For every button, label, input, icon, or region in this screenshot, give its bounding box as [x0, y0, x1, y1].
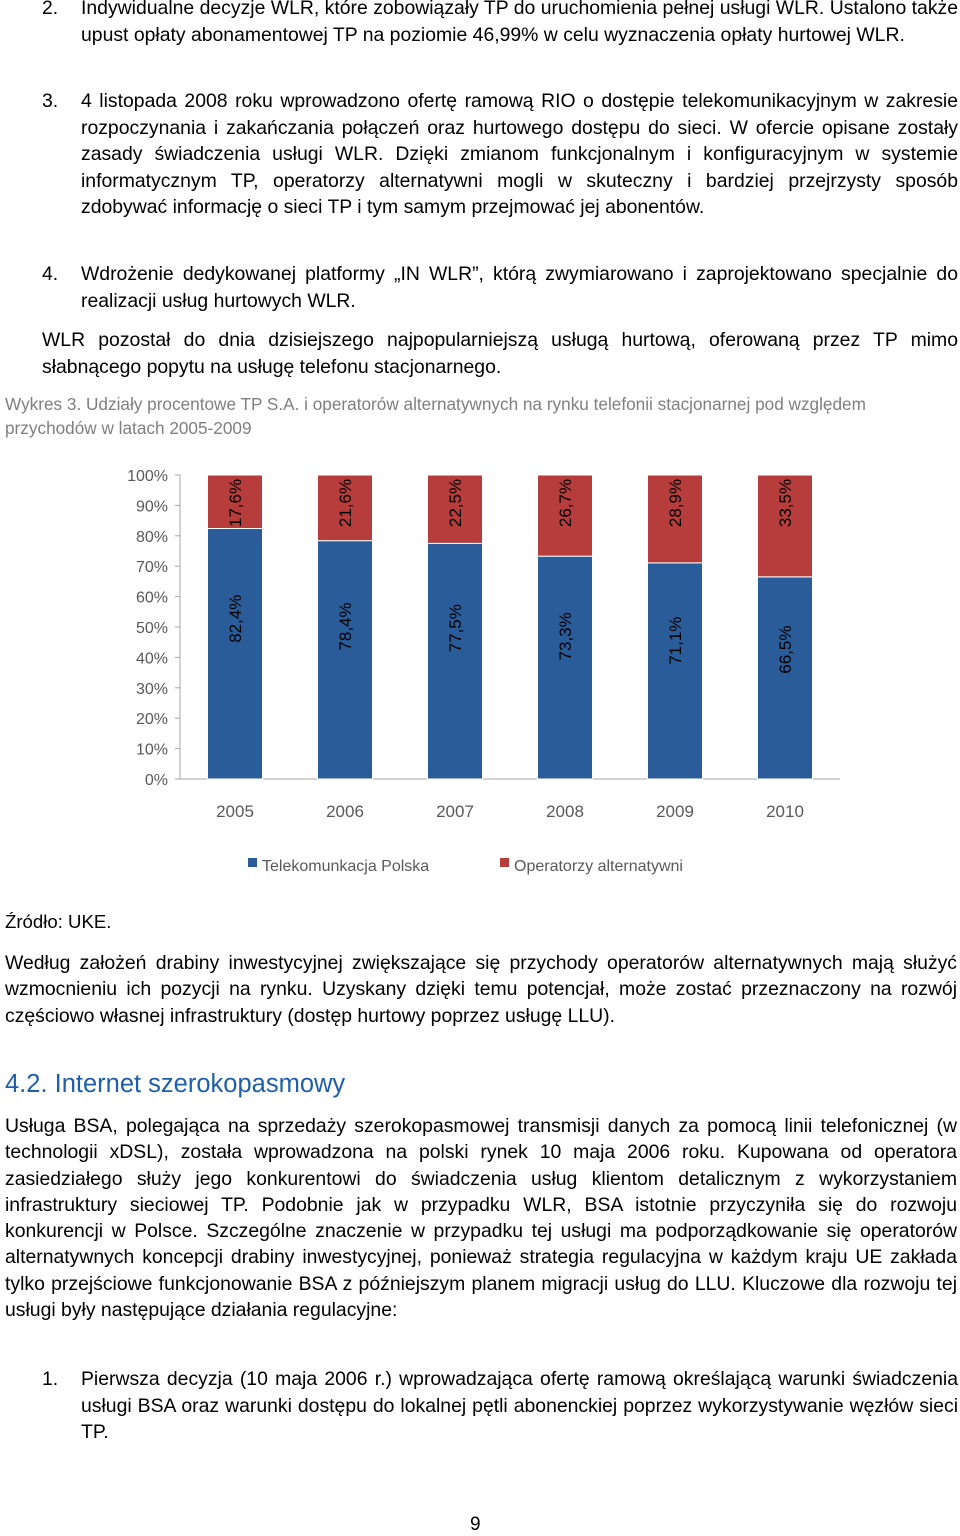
list-text: Wdrożenie dedykowanej platformy „IN WLR”… — [81, 263, 958, 312]
bar-alt-2008 — [537, 474, 593, 557]
data-label: 33,5% — [776, 479, 795, 527]
data-label: 82,4% — [226, 595, 245, 643]
bar-alt-2010 — [757, 474, 813, 578]
y-tick-label: 90% — [136, 498, 168, 515]
x-tick-label: 2010 — [766, 802, 804, 821]
bar-alt-2007 — [427, 474, 483, 544]
y-tick-label: 60% — [136, 590, 168, 607]
y-tick-label: 20% — [136, 711, 168, 728]
y-tick-label: 80% — [136, 529, 168, 546]
bar-alt-2005 — [207, 474, 263, 530]
bar-tp-2007 — [427, 542, 483, 780]
x-tick-label: 2005 — [216, 802, 254, 821]
legend-label: Telekomunkacja Polska — [262, 858, 429, 875]
legend-swatch — [248, 858, 257, 867]
data-label: 73,3% — [556, 612, 575, 660]
list-number: 3. — [42, 90, 59, 112]
paragraph-bsa: Usługa BSA, polegająca na sprzedaży szer… — [5, 1115, 957, 1322]
data-label: 71,1% — [666, 617, 685, 665]
bar-alt-2009 — [647, 474, 703, 564]
section-heading: 4.2. Internet szerokopasmowy — [5, 1070, 346, 1098]
y-tick-label: 70% — [136, 559, 168, 576]
paragraph-wlr: WLR pozostał do dnia dzisiejszego najpop… — [42, 329, 958, 378]
data-label: 22,5% — [446, 479, 465, 527]
data-label: 66,5% — [776, 626, 795, 674]
bar-tp-2010 — [757, 576, 813, 780]
legend-label: Operatorzy alternatywni — [514, 858, 683, 875]
bar-tp-2009 — [647, 562, 703, 780]
x-tick-label: 2006 — [326, 802, 364, 821]
x-tick-label: 2009 — [656, 802, 694, 821]
list-text: Pierwsza decyzja (10 maja 2006 r.) wprow… — [81, 1368, 958, 1443]
data-label: 77,5% — [446, 604, 465, 652]
data-label: 26,7% — [556, 479, 575, 527]
chart-caption: Wykres 3. Udziały procentowe TP S.A. i o… — [5, 394, 866, 438]
bar-tp-2005 — [207, 528, 263, 780]
y-tick-label: 10% — [136, 742, 168, 759]
stacked-bar-chart: 0% 10% 20% 30% 40% 50% 60% 70% 80% 90% 100% 82,4% 17… — [127, 468, 840, 875]
data-label: 17,6% — [226, 479, 245, 527]
data-label: 78,4% — [336, 602, 355, 650]
list-number: 4. — [42, 263, 59, 285]
paragraph-ladder: Według założeń drabiny inwestycyjnej zwi… — [5, 952, 957, 1027]
data-label: 21,6% — [336, 479, 355, 527]
list-text: Indywidualne decyzje WLR, które zobowiąz… — [81, 0, 958, 46]
bar-tp-2008 — [537, 555, 593, 780]
y-tick-label: 50% — [136, 620, 168, 637]
list-number: 1. — [42, 1368, 59, 1390]
list-number: 2. — [42, 0, 59, 19]
x-tick-label: 2007 — [436, 802, 474, 821]
y-tick-label: 40% — [136, 650, 168, 667]
data-label: 28,9% — [666, 479, 685, 527]
source-note: Źródło: UKE. — [5, 911, 112, 932]
y-tick-label: 0% — [145, 772, 168, 789]
bar-alt-2006 — [317, 474, 373, 542]
legend-swatch — [500, 858, 509, 867]
y-tick-label: 30% — [136, 681, 168, 698]
x-tick-label: 2008 — [546, 802, 584, 821]
bar-tp-2006 — [317, 540, 373, 780]
y-tick-label: 100% — [127, 468, 168, 485]
page-number: 9 — [470, 1514, 481, 1535]
list-text: 4 listopada 2008 roku wprowadzono ofertę… — [81, 90, 958, 218]
